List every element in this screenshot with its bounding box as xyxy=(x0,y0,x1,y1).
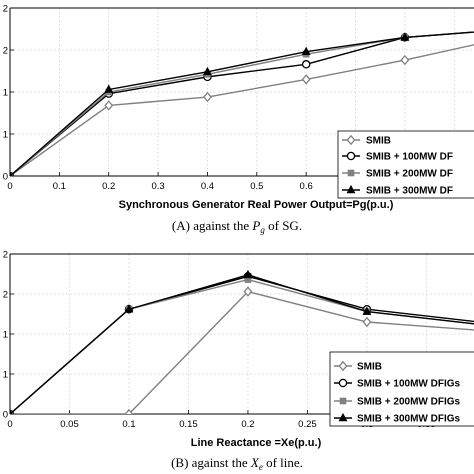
data-point xyxy=(400,32,410,41)
y-tick-label: 1 xyxy=(3,370,8,381)
data-point xyxy=(124,408,134,414)
legend-entry: SMIB xyxy=(357,362,382,373)
x-axis-title: Line Reactance =Xe(p.u.) xyxy=(191,437,322,449)
legend-marker xyxy=(346,184,356,194)
legend-marker xyxy=(338,412,348,422)
legend-entry: SMIB + 200MW DF xyxy=(366,169,453,180)
chart-panel-1: 00.10.20.30.40.50.60.70.80.901122Synchro… xyxy=(3,4,474,235)
legend-entry: SMIB + 300MW DFIGs xyxy=(357,414,461,425)
y-tick-label: 1 xyxy=(3,330,8,341)
data-point xyxy=(124,304,134,313)
y-tick-label: 2 xyxy=(3,4,8,15)
y-tick-label: 1 xyxy=(3,130,8,141)
legend-marker xyxy=(338,378,348,388)
legend-marker xyxy=(346,151,356,161)
legend-marker xyxy=(338,360,348,372)
x-tick-label: 0.05 xyxy=(60,419,79,430)
data-point xyxy=(400,54,410,66)
series-group xyxy=(10,31,474,176)
series-line-4 xyxy=(10,31,474,176)
data-point xyxy=(10,170,13,176)
x-tick-label: 0.1 xyxy=(53,181,66,192)
data-point xyxy=(362,306,372,315)
legend-marker xyxy=(346,134,356,146)
legend-box xyxy=(329,351,474,427)
data-point xyxy=(203,66,212,76)
x-tick-label: 0.1 xyxy=(122,419,135,430)
y-tick-label: 0 xyxy=(3,172,8,183)
figure-caption: (B) against the Xe of line. xyxy=(171,455,303,472)
data-point xyxy=(104,100,114,111)
y-tick-label: 0 xyxy=(3,410,8,421)
data-point xyxy=(362,316,372,328)
x-tick-label: 0.25 xyxy=(298,419,317,430)
y-tick-label: 2 xyxy=(3,290,8,301)
legend-entry: SMIB + 100MW DFIGs xyxy=(357,379,461,390)
data-point xyxy=(301,60,311,69)
x-axis-title: Synchronous Generator Real Power Output=… xyxy=(119,199,394,211)
data-point xyxy=(301,74,311,85)
legend-box xyxy=(337,130,474,199)
y-tick-label: 2 xyxy=(3,46,8,57)
legend-marker xyxy=(339,397,347,405)
x-tick-label: 0.15 xyxy=(179,419,198,430)
x-tick-label: 0.4 xyxy=(201,181,214,192)
x-tick-label: 0.2 xyxy=(241,419,254,430)
x-tick-label: 0.6 xyxy=(300,181,313,192)
figure-caption: (A) against the Pg of SG. xyxy=(172,218,302,235)
data-point xyxy=(202,91,212,103)
legend-entry: SMIB + 200MW DFIGs xyxy=(357,397,461,408)
legend-entry: SMIB + 100MW DF xyxy=(366,152,453,163)
series-group xyxy=(10,269,474,414)
x-tick-label: 0 xyxy=(7,181,12,192)
x-tick-label: 0.2 xyxy=(102,181,115,192)
series-line-1 xyxy=(10,44,474,176)
data-point xyxy=(243,286,253,297)
data-point xyxy=(10,408,13,414)
x-tick-label: 0 xyxy=(7,419,12,430)
legend-entry: SMIB + 300MW DF xyxy=(366,186,453,197)
legend: SMIB SMIB + 100MW DFIGs SMIB + 200MW DFIGs… xyxy=(329,351,474,427)
data-point xyxy=(301,46,311,55)
y-tick-label: 2 xyxy=(3,250,8,261)
y-tick-label: 1 xyxy=(3,88,8,99)
x-tick-label: 0.5 xyxy=(250,181,263,192)
legend-entry: SMIB xyxy=(366,136,391,147)
data-point xyxy=(104,84,114,93)
data-point xyxy=(243,269,253,279)
legend: SMIB SMIB + 100MW DF SMIB + 200MW DF SMIB +… xyxy=(337,130,474,199)
legend-marker xyxy=(347,169,355,177)
chart-panel-2: 00.050.10.150.20.250.30.3501122Line Reac… xyxy=(3,250,474,472)
x-tick-label: 0.3 xyxy=(151,181,164,192)
